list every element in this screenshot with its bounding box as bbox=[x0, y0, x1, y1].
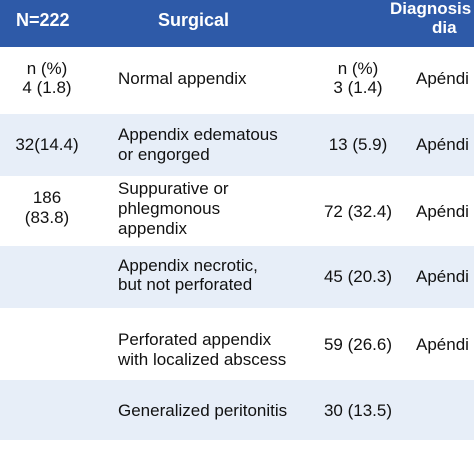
header-diagnosis-line2: dia bbox=[432, 18, 457, 37]
surgical-cell: appendix bbox=[118, 219, 188, 238]
count-cell: 32(14.4) bbox=[15, 135, 79, 154]
n-cell: 3 (1.4) bbox=[333, 78, 383, 97]
surgical-cell: with localized abscess bbox=[118, 350, 287, 369]
table-row: 32(14.4) Appendix edematous or engorged … bbox=[0, 114, 474, 176]
surgical-cell: Normal appendix bbox=[118, 69, 247, 88]
diagnosis-cell: Apéndi bbox=[416, 69, 469, 88]
diagnosis-cell: Apéndi bbox=[416, 135, 469, 154]
table-row: Perforated appendix with localized absce… bbox=[0, 308, 474, 380]
surgical-cell: Perforated appendix bbox=[118, 330, 272, 349]
header-diagnosis: Diagnosis bbox=[390, 0, 472, 18]
surgical-cell: Appendix edematous bbox=[118, 125, 278, 144]
count-cell: n (%) bbox=[26, 59, 68, 78]
table-row: Appendix necrotic, but not perforated 45… bbox=[0, 246, 474, 308]
n-cell: 59 (26.6) bbox=[323, 335, 393, 354]
header-n: N=222 bbox=[16, 10, 70, 30]
count-cell: 4 (1.8) bbox=[22, 78, 72, 97]
count-cell: 186 bbox=[32, 188, 62, 207]
surgical-cell: Suppurative or bbox=[118, 179, 229, 198]
diagnosis-cell: Apéndi bbox=[416, 267, 469, 286]
table-row: 186 (83.8) Suppurative or phlegmonous ap… bbox=[0, 176, 474, 246]
n-cell: 45 (20.3) bbox=[323, 267, 393, 286]
surgical-cell: phlegmonous bbox=[118, 199, 221, 218]
n-cell: 30 (13.5) bbox=[323, 401, 393, 420]
n-cell: 72 (32.4) bbox=[323, 202, 393, 221]
surgical-cell: but not perforated bbox=[118, 275, 253, 294]
header-surgical: Surgical bbox=[158, 10, 230, 30]
n-cell: 13 (5.9) bbox=[328, 135, 388, 154]
diagnosis-cell: Apéndi bbox=[416, 202, 469, 221]
n-cell: n (%) bbox=[337, 59, 379, 78]
surgical-cell: Generalized peritonitis bbox=[118, 401, 288, 420]
table-header: N=222 Surgical Diagnosis dia bbox=[0, 0, 474, 47]
diagnosis-cell: Apéndi bbox=[416, 335, 469, 354]
table-row: Generalized peritonitis 30 (13.5) bbox=[0, 380, 474, 440]
surgical-cell: Appendix necrotic, bbox=[118, 256, 258, 275]
table-row: n (%) 4 (1.8) Normal appendix n (%) 3 (1… bbox=[0, 47, 474, 114]
count-cell: (83.8) bbox=[24, 208, 70, 227]
surgical-cell: or engorged bbox=[118, 145, 210, 164]
